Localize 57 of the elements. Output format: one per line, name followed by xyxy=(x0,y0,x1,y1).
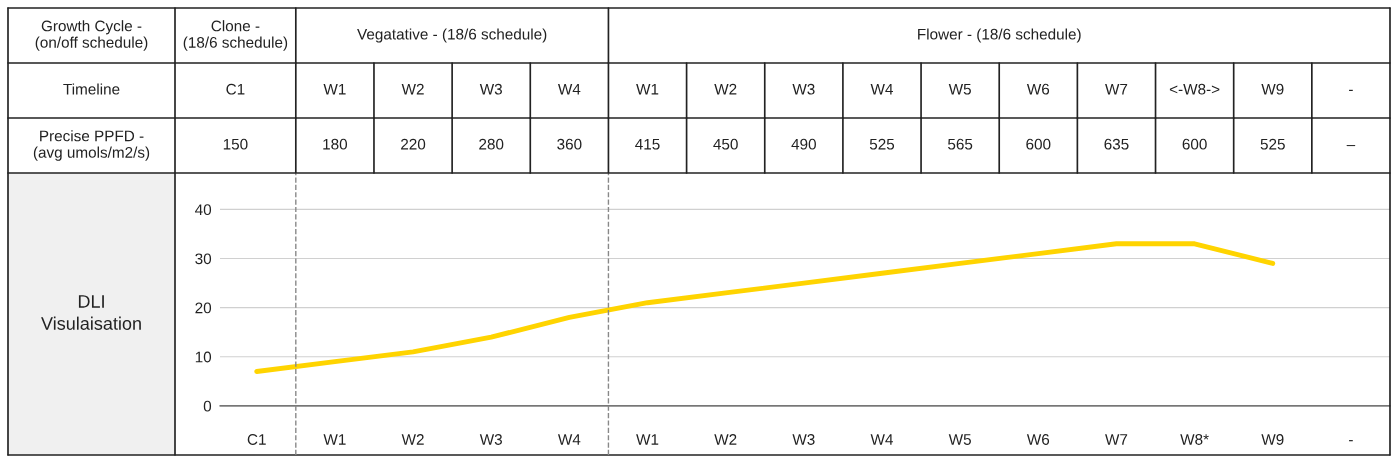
text: Flower - (18/6 schedule) xyxy=(918,28,1081,43)
text: 450 xyxy=(713,138,738,150)
text: 525 xyxy=(1260,138,1285,150)
x-tick-label: W5 xyxy=(948,434,971,445)
text: W1 xyxy=(636,83,659,95)
text: C1 xyxy=(226,83,245,95)
text: Timeline xyxy=(63,83,120,95)
text: W3 xyxy=(792,83,815,95)
text: W7 xyxy=(1105,83,1128,95)
text: Precise PPFD - (avg umols/m2/s) xyxy=(33,130,150,161)
text: 525 xyxy=(869,138,895,150)
x-tick-label: W2 xyxy=(401,434,424,445)
text: Vegatative - (18/6 schedule) xyxy=(357,28,547,43)
y-tick-label: 40 xyxy=(195,204,212,216)
text: 280 xyxy=(479,138,504,150)
text: W3 xyxy=(479,83,502,95)
x-tick-label: W6 xyxy=(1026,434,1050,445)
x-tick-label: W9 xyxy=(1261,434,1284,445)
y-axis-title: DLI Visulaisation xyxy=(41,295,141,330)
text: Clone - (18/6 schedule) xyxy=(183,20,288,51)
text: 490 xyxy=(791,138,816,150)
x-tick-label: W2 xyxy=(714,434,737,445)
text: <-W8-> xyxy=(1169,83,1220,95)
text: 600 xyxy=(1026,138,1051,150)
x-tick-label: W4 xyxy=(557,434,581,445)
x-tick-label: W3 xyxy=(479,434,502,445)
text: W9 xyxy=(1261,83,1284,95)
text: W5 xyxy=(948,83,971,95)
x-tick-label: W7 xyxy=(1105,434,1128,445)
text: - xyxy=(1349,89,1353,91)
x-tick-label: W1 xyxy=(323,434,346,445)
text: 220 xyxy=(401,138,426,150)
y-tick-label: 20 xyxy=(195,302,212,314)
y-tick-label: 30 xyxy=(195,253,212,265)
text: 635 xyxy=(1104,138,1129,150)
y-tick-label: 0 xyxy=(203,400,212,412)
text: 600 xyxy=(1182,138,1207,150)
text: 565 xyxy=(948,138,973,150)
text: 150 xyxy=(223,138,248,150)
x-tick-label: W8* xyxy=(1180,434,1209,445)
text: W1 xyxy=(323,83,346,95)
y-tick-label: 10 xyxy=(195,351,212,363)
x-tick-label: W1 xyxy=(636,434,659,445)
text: W2 xyxy=(714,83,737,95)
text: W4 xyxy=(557,83,581,95)
text: – xyxy=(1346,145,1356,147)
x-tick-label: W4 xyxy=(870,434,893,445)
line-series xyxy=(254,241,1276,374)
text: W6 xyxy=(1026,83,1050,95)
text: 360 xyxy=(557,138,582,150)
x-tick-label: W3 xyxy=(792,434,815,445)
text: 415 xyxy=(635,138,660,150)
text: W2 xyxy=(401,83,424,95)
text: W4 xyxy=(870,83,893,95)
text: 180 xyxy=(323,138,348,150)
x-tick-label: C1 xyxy=(247,434,266,445)
text: Growth Cycle - (on/off schedule) xyxy=(35,20,148,51)
